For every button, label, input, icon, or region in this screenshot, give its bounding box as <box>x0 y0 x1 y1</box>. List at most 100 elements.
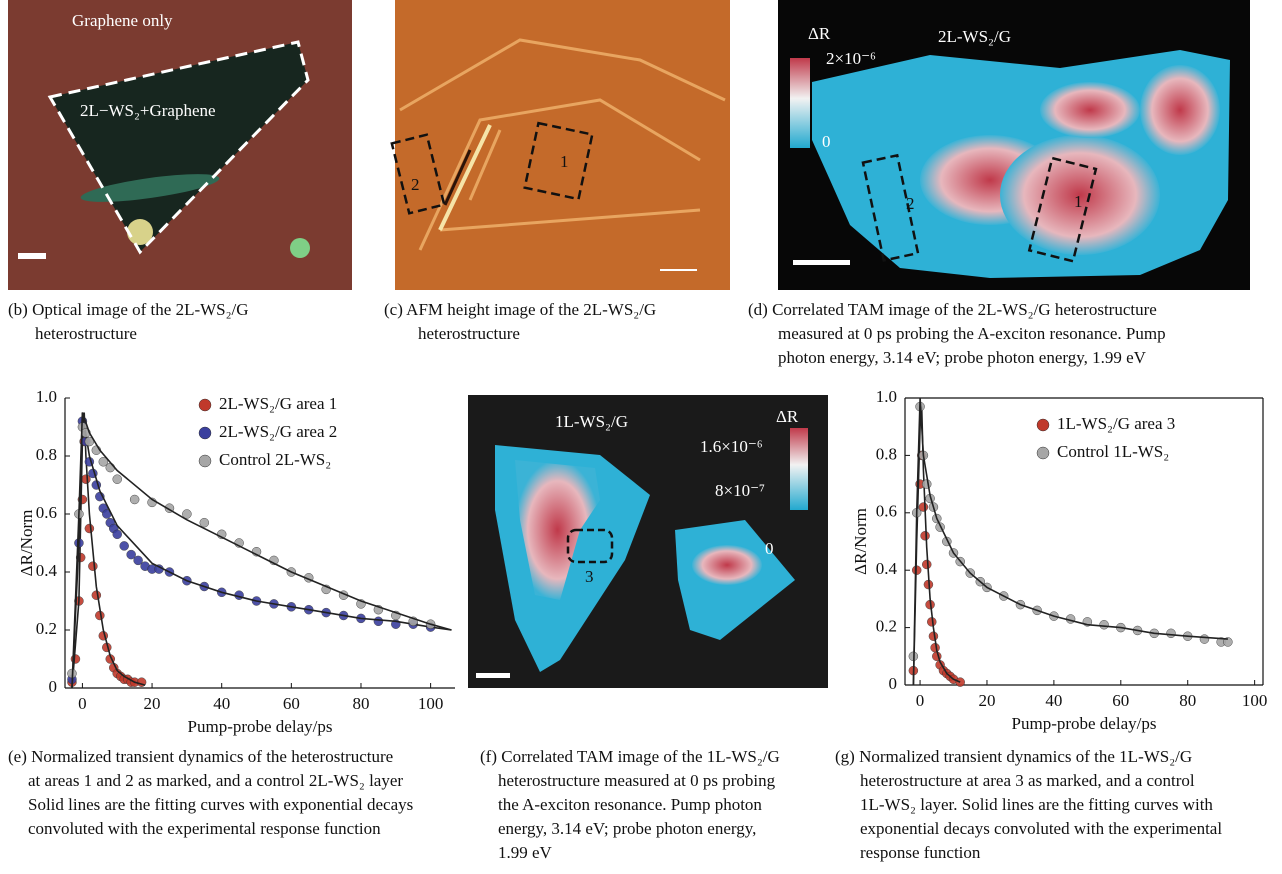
image-label: 2L-WS₂/G <box>938 27 1011 46</box>
image-c: 1 2 <box>392 0 730 290</box>
y-tick-label: 0.8 <box>36 445 57 464</box>
y-tick-label: 0.8 <box>876 444 897 463</box>
legend-marker <box>199 455 211 467</box>
point <box>374 617 383 626</box>
legend-label: 1L-WS₂/G area 3 <box>1057 414 1175 433</box>
legend-label: Control 1L-WS₂ <box>1057 442 1169 461</box>
caption-line: at areas 1 and 2 as marked, and a contro… <box>28 771 403 790</box>
x-tick-label: 20 <box>144 694 161 713</box>
y-tick-label: 0 <box>49 677 58 696</box>
colorbar-title: ΔR <box>808 24 831 43</box>
caption-line: (e) Normalized transient dynamics of the… <box>8 747 393 766</box>
x-tick-label: 60 <box>1112 691 1129 710</box>
caption-line: 1L-WS₂ layer. Solid lines are the fittin… <box>860 795 1213 814</box>
caption-line: response function <box>860 843 981 862</box>
colorbar-label: 2×10⁻⁶ <box>826 49 876 68</box>
image-d: ΔR 2×10⁻⁶ 0 2L-WS₂/G 1 2 <box>778 0 1250 290</box>
caption-line: 1.99 eV <box>498 843 553 862</box>
y-tick-label: 0.6 <box>876 502 897 521</box>
point <box>88 562 97 571</box>
x-axis-label: Pump-probe delay/ps <box>1012 714 1157 733</box>
image-label: 2L−WS₂+Graphene <box>80 101 216 120</box>
x-tick-label: 0 <box>78 694 87 713</box>
point <box>85 524 94 533</box>
x-tick-label: 40 <box>1045 691 1062 710</box>
image-label: Graphene only <box>72 11 173 30</box>
caption-line: (c) AFM height image of the 2L-WS₂/G <box>384 300 656 319</box>
image-label: 2 <box>906 194 915 213</box>
y-tick-label: 0.6 <box>36 503 57 522</box>
point <box>120 541 129 550</box>
y-tick-label: 0.4 <box>876 559 898 578</box>
caption-line: convoluted with the experimental respons… <box>28 819 381 838</box>
x-axis-label: Pump-probe delay/ps <box>188 717 333 736</box>
caption-line: (f) Correlated TAM image of the 1L-WS₂/G <box>480 747 780 766</box>
point <box>106 463 115 472</box>
x-tick-label: 100 <box>1242 691 1268 710</box>
caption-line: the A-exciton resonance. Pump photon <box>498 795 762 814</box>
x-tick-label: 20 <box>978 691 995 710</box>
colorbar-label: 0 <box>765 539 774 558</box>
legend-label: 2L-WS₂/G area 2 <box>219 422 337 441</box>
image-label: 1L-WS₂/G <box>555 412 628 431</box>
chart: 0 0.2 0.4 0.6 0.8 1.0 0 20 40 60 80 100 Pump-probe d… <box>851 387 1267 733</box>
x-tick-label: 80 <box>352 694 369 713</box>
point <box>113 530 122 539</box>
colorbar-label: 8×10⁻⁷ <box>715 481 765 500</box>
image-b: Graphene only 2L−WS₂+Graphene <box>8 0 352 290</box>
point <box>200 518 209 527</box>
point <box>113 475 122 484</box>
y-tick-label: 0.4 <box>36 561 58 580</box>
caption-line: Solid lines are the fitting curves with … <box>28 795 413 814</box>
caption-line: photon energy, 3.14 eV; probe photon ene… <box>778 348 1147 367</box>
colorbar-label: 1.6×10⁻⁶ <box>700 437 763 456</box>
point <box>1200 635 1209 644</box>
caption-line: (b) Optical image of the 2L-WS₂/G <box>8 300 249 319</box>
caption-line: exponential decays convoluted with the e… <box>860 819 1222 838</box>
y-tick-label: 1.0 <box>36 387 57 406</box>
caption-line: heterostructure <box>35 324 137 343</box>
legend-marker <box>1037 419 1049 431</box>
caption-line: (d) Correlated TAM image of the 2L-WS₂/G… <box>748 300 1157 319</box>
point <box>1100 620 1109 629</box>
legend-label: 2L-WS₂/G area 1 <box>219 394 337 413</box>
legend-marker <box>199 399 211 411</box>
colorbar-title: ΔR <box>776 407 799 426</box>
colorbar-label: 0 <box>822 132 831 151</box>
x-tick-label: 40 <box>213 694 230 713</box>
image-label: 2 <box>411 175 420 194</box>
caption-line: heterostructure measured at 0 ps probing <box>498 771 776 790</box>
point <box>922 480 931 489</box>
image-label: 1 <box>560 152 569 171</box>
legend-marker <box>199 427 211 439</box>
fit-line <box>72 413 145 689</box>
fit-line <box>913 407 960 685</box>
figure: Graphene only 2L−WS₂+Graphene 1 2 ΔR 2×1… <box>0 0 1282 874</box>
image-f: 1L-WS₂/G ΔR 1.6×10⁻⁶ 8×10⁻⁷ 0 3 <box>468 395 828 688</box>
y-axis-label: ΔR/Norm <box>851 508 870 575</box>
image-label: 1 <box>1074 192 1083 211</box>
point <box>1166 629 1175 638</box>
y-tick-label: 0.2 <box>876 617 897 636</box>
x-tick-label: 80 <box>1179 691 1196 710</box>
legend-label: Control 2L-WS₂ <box>219 450 331 469</box>
caption-line: measured at 0 ps probing the A-exciton r… <box>778 324 1166 343</box>
caption-line: heterostructure at area 3 as marked, and… <box>860 771 1195 790</box>
point <box>921 531 930 540</box>
caption-line: (g) Normalized transient dynamics of the… <box>835 747 1192 766</box>
y-axis-label: ΔR/Norm <box>17 510 36 577</box>
caption-line: heterostructure <box>418 324 520 343</box>
caption-line: energy, 3.14 eV; probe photon energy, <box>498 819 756 838</box>
x-tick-label: 100 <box>418 694 444 713</box>
point <box>130 495 139 504</box>
y-tick-label: 1.0 <box>876 387 897 406</box>
x-tick-label: 0 <box>916 691 925 710</box>
legend-marker <box>1037 447 1049 459</box>
point <box>922 560 931 569</box>
y-tick-label: 0.2 <box>36 619 57 638</box>
chart: 0 0.2 0.4 0.6 0.8 1.0 0 20 40 60 80 100 Pump-probe d… <box>17 387 455 736</box>
y-tick-label: 0 <box>889 674 898 693</box>
point <box>92 591 101 600</box>
x-tick-label: 60 <box>283 694 300 713</box>
point <box>956 678 965 687</box>
